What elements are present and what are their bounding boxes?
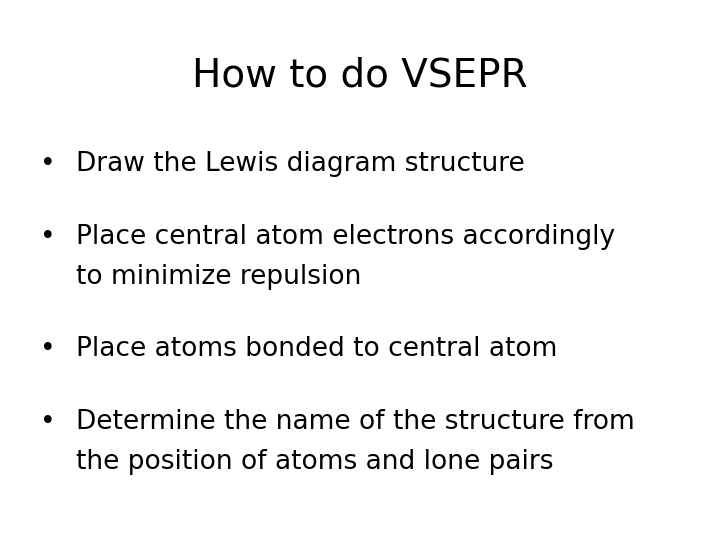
Text: •: • xyxy=(40,224,55,250)
Text: Draw the Lewis diagram structure: Draw the Lewis diagram structure xyxy=(76,151,524,177)
Text: •: • xyxy=(40,336,55,362)
Text: Determine the name of the structure from: Determine the name of the structure from xyxy=(76,409,634,435)
Text: Place central atom electrons accordingly: Place central atom electrons accordingly xyxy=(76,224,615,250)
Text: to minimize repulsion: to minimize repulsion xyxy=(76,264,361,289)
Text: Place atoms bonded to central atom: Place atoms bonded to central atom xyxy=(76,336,557,362)
Text: •: • xyxy=(40,151,55,177)
Text: How to do VSEPR: How to do VSEPR xyxy=(192,57,528,94)
Text: •: • xyxy=(40,409,55,435)
Text: the position of atoms and lone pairs: the position of atoms and lone pairs xyxy=(76,449,553,475)
